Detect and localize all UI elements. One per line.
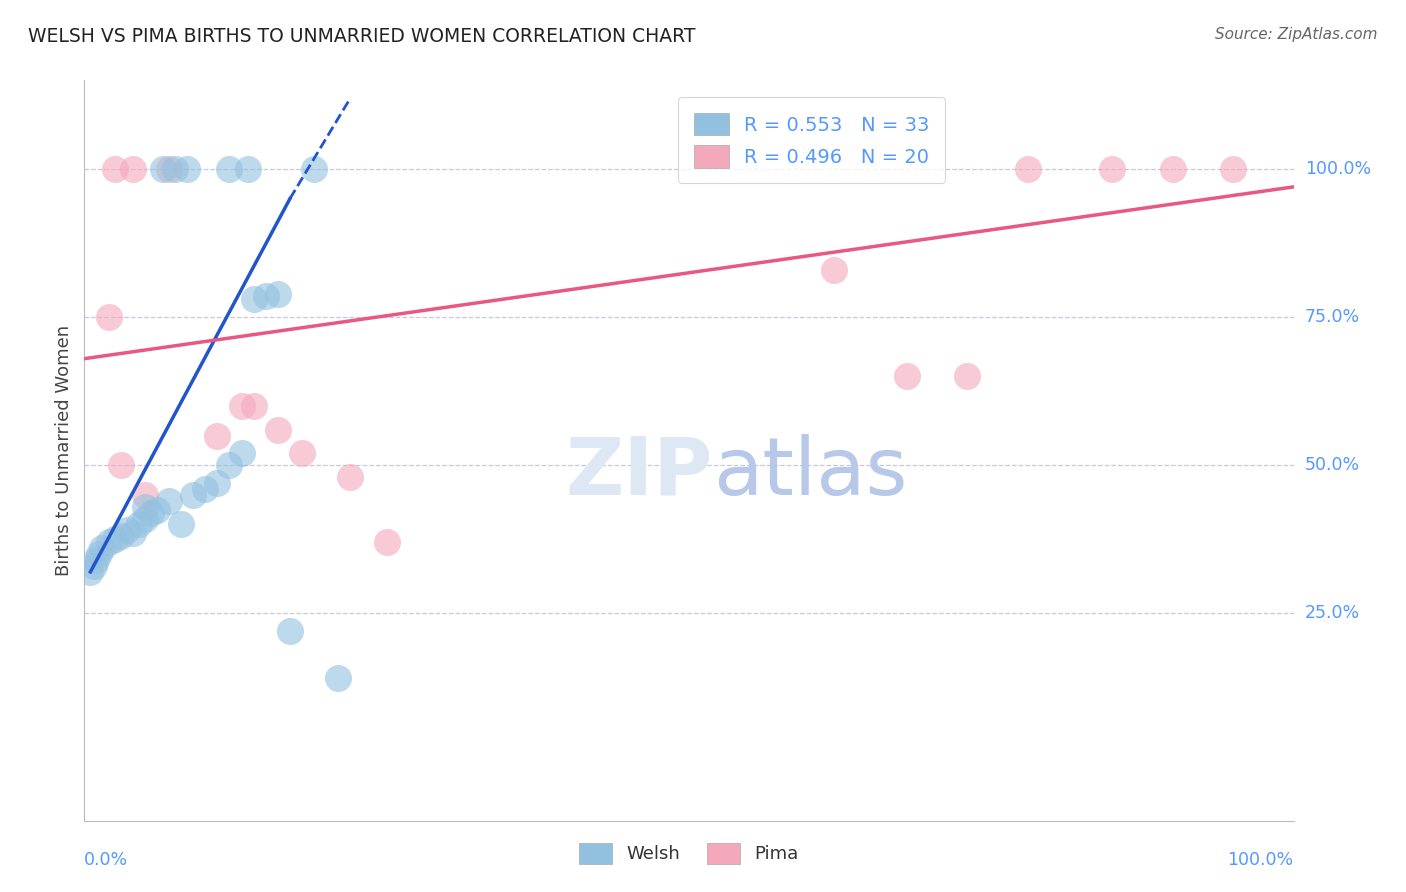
Point: [176, 162, 198, 177]
Point: [170, 517, 193, 532]
Point: [104, 162, 127, 177]
Point: [79, 565, 101, 579]
Point: [218, 162, 240, 177]
Point: [110, 529, 132, 543]
Point: [121, 162, 143, 177]
Point: [1017, 162, 1039, 177]
Point: [218, 458, 240, 473]
Point: [194, 482, 217, 496]
Point: [267, 423, 290, 437]
Point: [157, 493, 180, 508]
Text: 100.0%: 100.0%: [1227, 851, 1294, 869]
Point: [375, 535, 398, 549]
Point: [254, 289, 277, 303]
Point: [1101, 162, 1123, 177]
Point: [242, 293, 264, 307]
Point: [121, 526, 143, 541]
Text: 0.0%: 0.0%: [84, 851, 128, 869]
Point: [83, 558, 105, 573]
Point: [291, 446, 314, 460]
Point: [146, 502, 169, 516]
Point: [134, 488, 156, 502]
Point: [236, 162, 259, 177]
Point: [181, 488, 204, 502]
Text: WELSH VS PIMA BIRTHS TO UNMARRIED WOMEN CORRELATION CHART: WELSH VS PIMA BIRTHS TO UNMARRIED WOMEN …: [28, 27, 696, 45]
Point: [97, 310, 120, 325]
Point: [278, 624, 301, 639]
Point: [104, 533, 127, 547]
Point: [242, 399, 264, 413]
Point: [115, 524, 138, 538]
Point: [165, 162, 187, 177]
Point: [1161, 162, 1184, 177]
Point: [152, 162, 174, 177]
Text: 50.0%: 50.0%: [1305, 457, 1360, 475]
Point: [207, 476, 229, 491]
Point: [139, 506, 162, 520]
Point: [302, 162, 325, 177]
Point: [110, 458, 132, 473]
Point: [134, 500, 156, 514]
Text: 100.0%: 100.0%: [1305, 161, 1371, 178]
Y-axis label: Births to Unmarried Women: Births to Unmarried Women: [55, 325, 73, 576]
Point: [339, 470, 361, 484]
Point: [267, 286, 290, 301]
Legend: Welsh, Pima: Welsh, Pima: [572, 836, 806, 871]
Point: [956, 369, 979, 384]
Point: [157, 162, 180, 177]
Text: ZIP: ZIP: [565, 434, 713, 512]
Point: [91, 541, 114, 556]
Point: [134, 511, 156, 525]
Point: [231, 399, 253, 413]
Point: [231, 446, 253, 460]
Point: [87, 547, 110, 561]
Text: atlas: atlas: [713, 434, 907, 512]
Point: [97, 535, 120, 549]
Point: [128, 517, 150, 532]
Text: 75.0%: 75.0%: [1305, 309, 1360, 326]
Point: [896, 369, 918, 384]
Point: [1222, 162, 1244, 177]
Point: [823, 262, 845, 277]
Point: [207, 428, 229, 442]
Point: [86, 553, 108, 567]
Text: Source: ZipAtlas.com: Source: ZipAtlas.com: [1215, 27, 1378, 42]
Text: 25.0%: 25.0%: [1305, 605, 1360, 623]
Point: [328, 672, 350, 686]
